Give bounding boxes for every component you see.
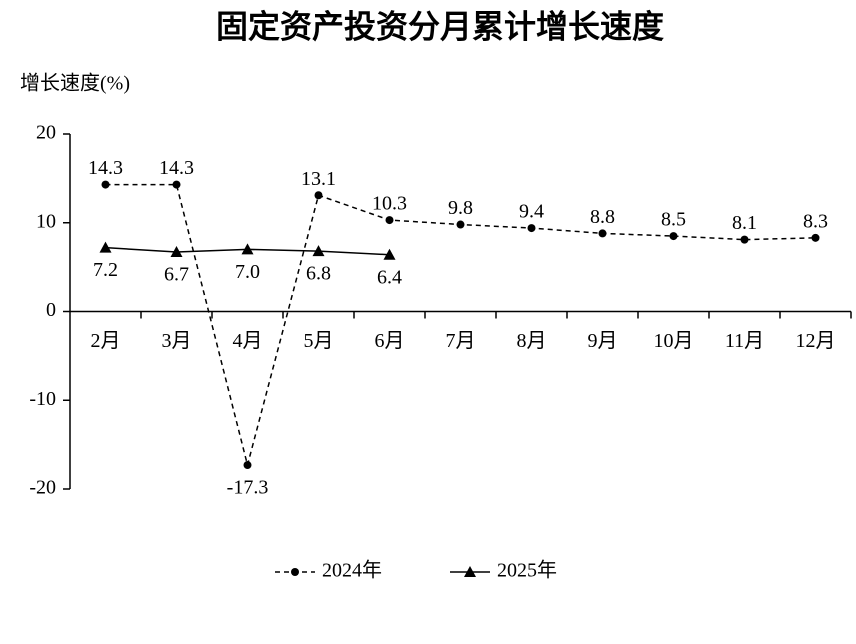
point bbox=[312, 245, 325, 257]
data-label: 7.2 bbox=[93, 259, 118, 281]
x-tick-label: 9月 bbox=[588, 330, 618, 352]
chart-title: 固定资产投资分月累计增长速度 bbox=[216, 8, 664, 44]
data-label: 9.8 bbox=[448, 197, 473, 219]
x-tick-label: 11月 bbox=[725, 330, 764, 352]
data-label: 7.0 bbox=[235, 261, 260, 283]
point bbox=[598, 229, 607, 238]
data-label: -17.3 bbox=[227, 477, 269, 499]
point bbox=[383, 248, 396, 260]
data-label: 14.3 bbox=[88, 157, 123, 179]
data-label: 14.3 bbox=[159, 157, 194, 179]
x-tick-label: 4月 bbox=[233, 330, 263, 352]
legend-label: 2024年 bbox=[322, 559, 382, 582]
legend-marker bbox=[464, 566, 476, 577]
x-tick-label: 8月 bbox=[517, 330, 547, 352]
point bbox=[314, 191, 323, 200]
data-label: 8.8 bbox=[590, 206, 615, 228]
legend-marker bbox=[291, 568, 299, 576]
point bbox=[527, 224, 536, 233]
data-label: 8.3 bbox=[803, 210, 828, 232]
y-tick-label: 10 bbox=[36, 210, 56, 232]
x-tick-label: 7月 bbox=[446, 330, 476, 352]
point bbox=[241, 243, 254, 255]
y-tick-label: -10 bbox=[29, 388, 56, 410]
y-axis-label: 增长速度(%) bbox=[20, 72, 130, 95]
point bbox=[740, 235, 749, 244]
data-label: 6.4 bbox=[377, 266, 402, 288]
data-label: 6.8 bbox=[306, 263, 331, 285]
x-tick-label: 10月 bbox=[654, 330, 694, 352]
x-tick-label: 5月 bbox=[304, 330, 334, 352]
point bbox=[172, 180, 181, 189]
x-tick-label: 6月 bbox=[375, 330, 405, 352]
y-tick-label: -20 bbox=[29, 477, 56, 499]
legend-label: 2025年 bbox=[497, 559, 557, 582]
data-label: 10.3 bbox=[372, 193, 407, 215]
data-label: 9.4 bbox=[519, 201, 544, 223]
data-label: 6.7 bbox=[164, 264, 189, 286]
point bbox=[456, 220, 465, 229]
point bbox=[811, 233, 820, 242]
point bbox=[101, 180, 110, 189]
x-tick-label: 12月 bbox=[796, 330, 836, 352]
data-label: 13.1 bbox=[301, 168, 336, 190]
y-tick-label: 20 bbox=[36, 122, 56, 144]
x-tick-label: 2月 bbox=[91, 330, 121, 352]
point bbox=[99, 241, 112, 253]
point bbox=[170, 246, 183, 258]
data-label: 8.1 bbox=[732, 212, 757, 234]
point bbox=[385, 216, 394, 225]
point bbox=[243, 461, 252, 470]
point bbox=[669, 232, 678, 241]
data-label: 8.5 bbox=[661, 209, 686, 231]
y-tick-label: 0 bbox=[46, 299, 56, 321]
x-tick-label: 3月 bbox=[162, 330, 192, 352]
